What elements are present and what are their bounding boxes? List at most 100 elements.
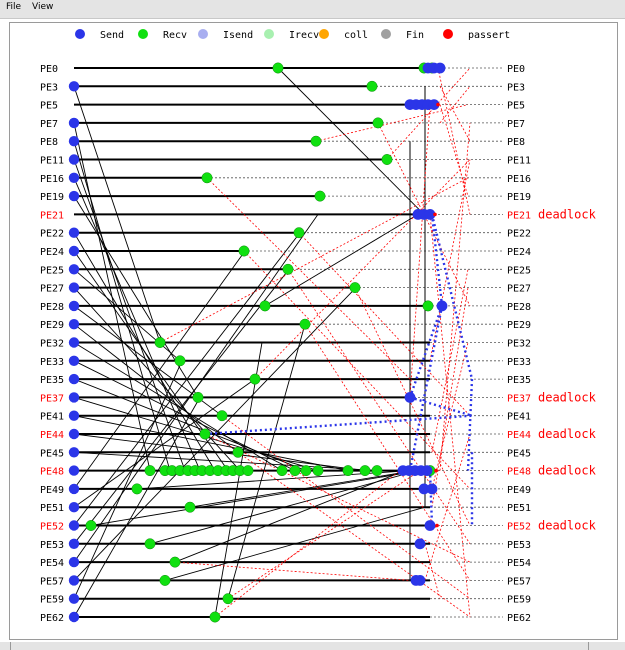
recv-marker[interactable] xyxy=(371,465,383,477)
recv-marker[interactable] xyxy=(312,465,324,477)
send-marker[interactable] xyxy=(68,556,80,568)
pe-label-right[interactable]: PE24 xyxy=(507,247,531,258)
recv-marker[interactable] xyxy=(201,172,213,184)
scroll-left-button[interactable] xyxy=(0,642,11,650)
recv-marker[interactable] xyxy=(144,465,156,477)
pe-label-left[interactable]: PE62 xyxy=(40,613,64,624)
pe-label-left[interactable]: PE33 xyxy=(40,357,64,368)
pe-label-right[interactable]: PE29 xyxy=(507,320,531,331)
send-marker[interactable] xyxy=(68,245,80,257)
recv-marker[interactable] xyxy=(238,245,250,257)
recv-marker[interactable] xyxy=(289,465,301,477)
recv-marker[interactable] xyxy=(144,538,156,550)
send-marker[interactable] xyxy=(68,483,80,495)
recv-marker[interactable] xyxy=(272,62,284,74)
pe-label-left[interactable]: PE25 xyxy=(40,265,64,276)
send-marker[interactable] xyxy=(68,520,80,531)
pe-label-left[interactable]: PE21 xyxy=(40,210,64,221)
pe-label-left[interactable]: PE35 xyxy=(40,375,64,386)
recv-marker[interactable] xyxy=(174,355,186,367)
recv-marker[interactable] xyxy=(422,300,434,312)
pe-label-left[interactable]: PE53 xyxy=(40,540,64,551)
pe-label-right[interactable]: PE11 xyxy=(507,156,531,167)
recv-marker[interactable] xyxy=(192,391,204,403)
pe-label-left[interactable]: PE48 xyxy=(40,467,64,478)
recv-marker[interactable] xyxy=(359,465,371,477)
pe-label-right[interactable]: PE28 xyxy=(507,302,531,313)
pe-label-right[interactable]: PE19 xyxy=(507,192,531,203)
send-marker[interactable] xyxy=(426,483,438,495)
pe-label-right[interactable]: PE57 xyxy=(507,576,531,587)
send-marker[interactable] xyxy=(68,465,80,476)
horizontal-scrollbar[interactable] xyxy=(0,642,625,650)
pe-label-left[interactable]: PE24 xyxy=(40,247,64,258)
recv-marker[interactable] xyxy=(299,318,311,330)
recv-marker[interactable] xyxy=(310,135,322,147)
send-marker[interactable] xyxy=(68,410,80,421)
recv-marker[interactable] xyxy=(199,428,211,440)
recv-marker[interactable] xyxy=(242,465,254,477)
pe-label-left[interactable]: PE59 xyxy=(40,595,64,606)
pe-label-left[interactable]: PE0 xyxy=(40,64,58,75)
pe-label-left[interactable]: PE52 xyxy=(40,522,64,533)
pe-label-right[interactable]: PE62 xyxy=(507,613,531,624)
send-marker[interactable] xyxy=(68,355,80,366)
send-marker[interactable] xyxy=(68,373,80,385)
pe-label-right[interactable]: PE25 xyxy=(507,265,531,276)
pe-label-left[interactable]: PE5 xyxy=(40,101,58,112)
pe-label-right[interactable]: PE32 xyxy=(507,339,531,350)
menu-view[interactable]: View xyxy=(32,2,54,12)
send-marker[interactable] xyxy=(68,538,80,549)
pe-label-right[interactable]: PE22 xyxy=(507,229,531,240)
recv-marker[interactable] xyxy=(366,80,378,92)
send-marker[interactable] xyxy=(68,502,80,513)
pe-label-left[interactable]: PE11 xyxy=(40,156,64,167)
recv-marker[interactable] xyxy=(131,483,143,495)
pe-label-right[interactable]: PE41 xyxy=(507,412,531,423)
pe-label-right[interactable]: PE54 xyxy=(507,558,531,569)
pe-label-right[interactable]: PE52 xyxy=(507,522,531,533)
send-marker[interactable] xyxy=(68,136,80,147)
send-marker[interactable] xyxy=(68,611,80,623)
pe-label-left[interactable]: PE22 xyxy=(40,229,64,240)
recv-marker[interactable] xyxy=(184,501,196,513)
send-marker[interactable] xyxy=(428,99,440,110)
pe-label-right[interactable]: PE44 xyxy=(507,430,531,441)
send-marker[interactable] xyxy=(418,483,430,495)
pe-label-left[interactable]: PE45 xyxy=(40,448,64,459)
send-marker[interactable] xyxy=(68,593,80,604)
recv-marker[interactable] xyxy=(381,154,393,165)
pe-label-left[interactable]: PE44 xyxy=(40,430,64,441)
pe-label-left[interactable]: PE16 xyxy=(40,174,64,185)
send-marker[interactable] xyxy=(414,538,426,550)
recv-marker[interactable] xyxy=(85,520,97,531)
recv-marker[interactable] xyxy=(259,300,271,312)
recv-marker[interactable] xyxy=(276,465,288,477)
send-marker[interactable] xyxy=(68,154,80,165)
recv-marker[interactable] xyxy=(169,556,181,568)
pe-label-right[interactable]: PE27 xyxy=(507,284,531,295)
pe-label-left[interactable]: PE37 xyxy=(40,393,64,404)
send-marker[interactable] xyxy=(436,300,448,312)
pe-label-right[interactable]: PE3 xyxy=(507,82,525,93)
send-marker[interactable] xyxy=(68,428,80,440)
pe-label-right[interactable]: PE51 xyxy=(507,503,531,514)
send-marker[interactable] xyxy=(68,337,80,348)
send-marker[interactable] xyxy=(404,392,416,403)
pe-label-right[interactable]: PE0 xyxy=(507,64,525,75)
send-marker[interactable] xyxy=(68,172,80,183)
send-marker[interactable] xyxy=(424,209,436,220)
recv-marker[interactable] xyxy=(372,117,384,129)
pe-label-right[interactable]: PE33 xyxy=(507,357,531,368)
send-marker[interactable] xyxy=(414,575,426,586)
pe-label-right[interactable]: PE8 xyxy=(507,137,525,148)
pe-label-right[interactable]: PE53 xyxy=(507,540,531,551)
recv-marker[interactable] xyxy=(209,611,221,623)
send-marker[interactable] xyxy=(68,190,80,202)
recv-marker[interactable] xyxy=(282,263,294,275)
send-marker[interactable] xyxy=(68,575,80,586)
pe-label-right[interactable]: PE37 xyxy=(507,393,531,404)
pe-label-left[interactable]: PE32 xyxy=(40,339,64,350)
send-marker[interactable] xyxy=(68,282,80,293)
pe-label-right[interactable]: PE5 xyxy=(507,101,525,112)
